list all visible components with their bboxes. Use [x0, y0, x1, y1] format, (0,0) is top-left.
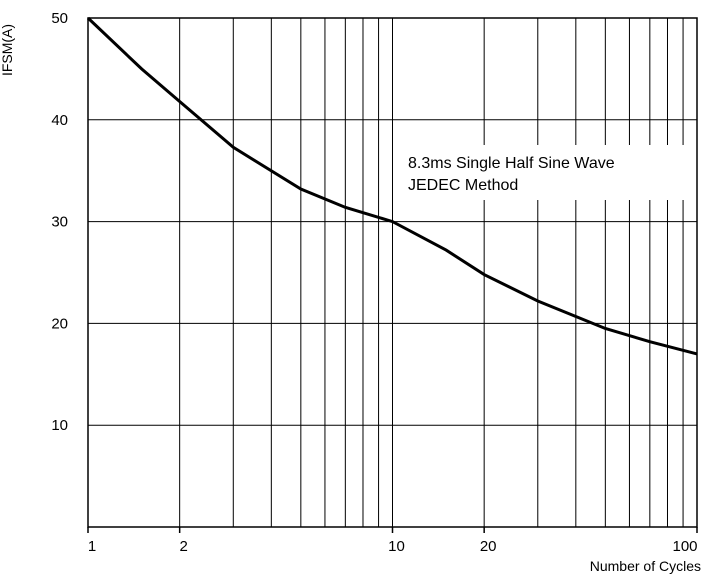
x-axis-title: Number of Cycles [590, 558, 701, 574]
y-axis-title: IFSM(A) [0, 24, 15, 76]
x-tick-label: 1 [88, 538, 96, 555]
x-tick-label: 100 [672, 538, 697, 555]
x-tick-label: 2 [179, 538, 187, 555]
plot-frame [87, 17, 698, 533]
surge-current-curve [86, 16, 698, 356]
annotation-background [397, 145, 694, 200]
y-tick-label: 20 [51, 315, 68, 332]
x-tick-label: 10 [388, 538, 405, 555]
annotation-line-1: 8.3ms Single Half Sine Wave [408, 155, 615, 172]
grid [88, 18, 697, 527]
y-tick-label: 30 [51, 214, 68, 231]
x-tick-label: 20 [480, 538, 497, 555]
y-tick-label: 40 [51, 112, 68, 129]
annotation-line-2: JEDEC Method [408, 177, 518, 194]
y-tick-label: 10 [51, 417, 68, 434]
y-tick-label: 50 [51, 10, 68, 27]
tick-labels: 10 20 30 40 50 1 2 10 20 100 [51, 10, 697, 555]
